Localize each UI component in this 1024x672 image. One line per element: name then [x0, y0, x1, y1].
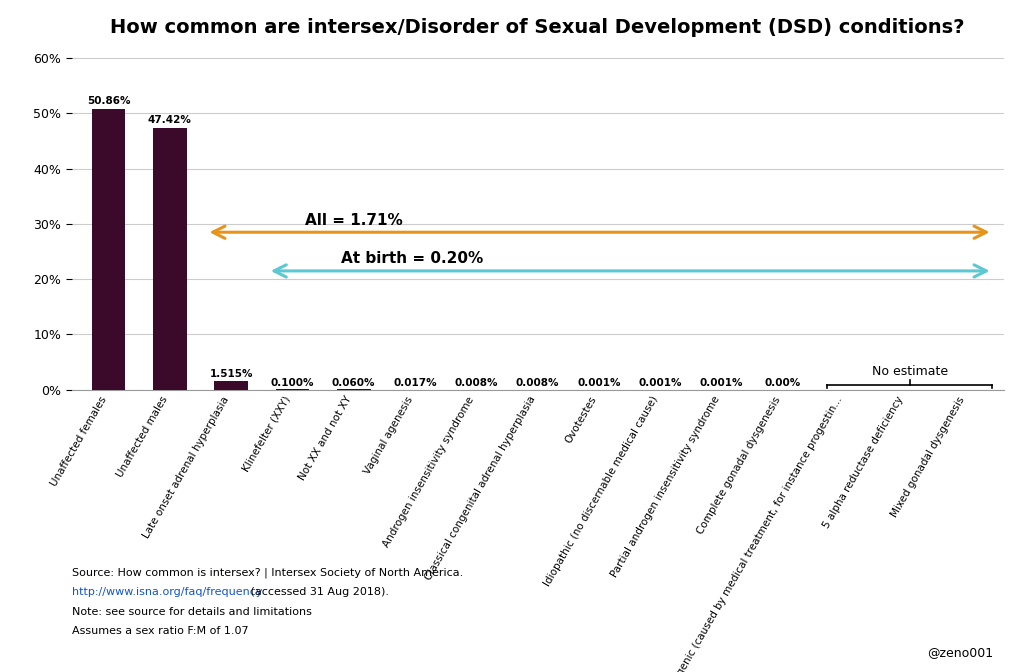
Text: All = 1.71%: All = 1.71% [305, 213, 402, 228]
Title: How common are intersex/Disorder of Sexual Development (DSD) conditions?: How common are intersex/Disorder of Sexu… [111, 18, 965, 37]
Text: Note: see source for details and limitations: Note: see source for details and limitat… [72, 607, 311, 618]
Bar [91, 109, 125, 390]
Text: 0.00%: 0.00% [765, 378, 801, 388]
Text: 0.001%: 0.001% [638, 378, 682, 388]
Bar [214, 382, 248, 390]
Text: 0.001%: 0.001% [699, 378, 743, 388]
Text: @zeno001: @zeno001 [927, 646, 993, 659]
Text: (accessed 31 Aug 2018).: (accessed 31 Aug 2018). [248, 587, 389, 597]
Text: 0.060%: 0.060% [332, 378, 376, 388]
Text: 50.86%: 50.86% [87, 96, 130, 106]
Text: 0.001%: 0.001% [578, 378, 621, 388]
Bar [153, 128, 186, 390]
Text: 0.008%: 0.008% [455, 378, 498, 388]
Text: 0.008%: 0.008% [516, 378, 559, 388]
Text: No estimate: No estimate [871, 365, 948, 378]
Text: 0.017%: 0.017% [393, 378, 437, 388]
Text: 0.100%: 0.100% [270, 378, 314, 388]
Text: 47.42%: 47.42% [147, 116, 191, 126]
Text: Source: How common is intersex? | Intersex Society of North America.: Source: How common is intersex? | Inters… [72, 568, 463, 579]
Text: At birth = 0.20%: At birth = 0.20% [341, 251, 483, 267]
Text: http://www.isna.org/faq/frequency: http://www.isna.org/faq/frequency [72, 587, 262, 597]
Text: Assumes a sex ratio F:M of 1.07: Assumes a sex ratio F:M of 1.07 [72, 626, 248, 636]
Text: 1.515%: 1.515% [209, 369, 253, 379]
